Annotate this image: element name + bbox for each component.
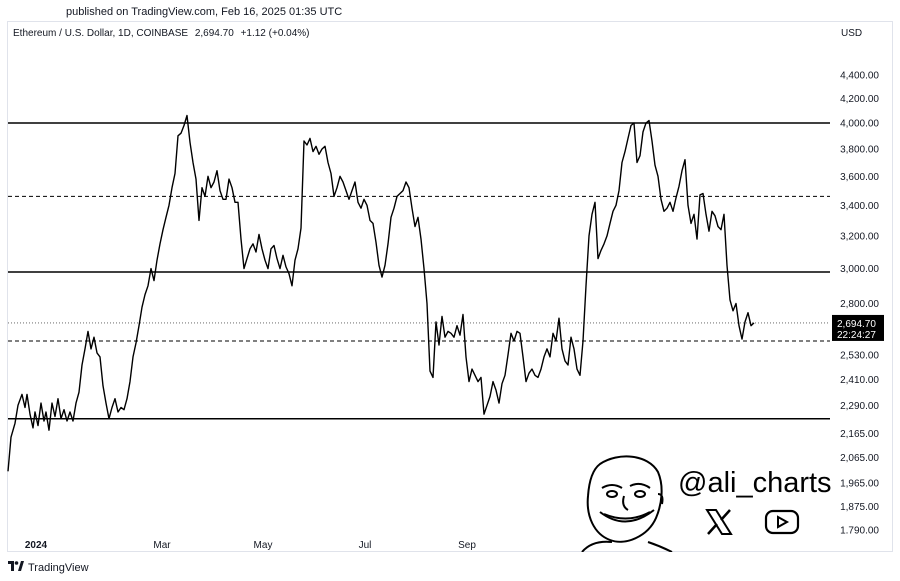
eth-price-series [7,114,755,472]
y-tick-label: 1,965.00 [840,478,879,489]
x-tick-label: Mar [153,540,171,551]
youtube-icon [764,509,800,535]
published-note: published on TradingView.com, Feb 16, 20… [66,6,343,18]
x-tick-label: Sep [458,540,476,551]
current-price-tag: 2,694.70 22:24:27 [832,314,884,341]
y-tick-label: 4,400.00 [840,70,879,81]
y-tick-label: 2,065.00 [840,453,879,464]
y-tick-label: 3,800.00 [840,144,879,155]
y-tick-label: 1,875.00 [840,502,879,513]
y-tick-label: 2,800.00 [840,299,879,310]
y-tick-label: 3,200.00 [840,231,879,242]
y-tick-label: 2,530.00 [840,350,879,361]
price-axis: 4,400.00 4,200.00 4,000.00 3,800.00 3,600.00… [840,70,879,536]
price-change: +1.12 (+0.04%) [240,28,310,39]
symbol-legend: Ethereum / U.S. Dollar, 1D, COINBASE 2,6… [13,28,314,39]
price-tag-box [832,314,884,341]
horizontal-levels [8,122,830,420]
x-logo-icon [705,509,733,535]
footer: TradingView [8,561,89,574]
y-tick-label: 3,400.00 [840,201,879,212]
cartoon-face-icon [581,455,673,552]
y-tick-label: 2,410.00 [840,375,879,386]
footer-brand: TradingView [28,561,89,574]
symbol-name: Ethereum / U.S. Dollar, 1D, COINBASE [13,28,189,39]
watermark-handle: @ali_charts [678,467,832,499]
y-tick-label: 2,290.00 [840,401,879,412]
y-tick-label: 4,200.00 [840,94,879,105]
chart-frame [7,21,893,552]
tradingview-logo-icon [8,561,24,574]
currency-label[interactable]: USD [841,28,863,39]
price-tag-countdown: 22:24:27 [837,330,876,341]
time-axis: 2024 Mar May Jul Sep [25,540,476,551]
price-tag-value: 2,694.70 [837,319,876,330]
y-tick-label: 2,165.00 [840,429,879,440]
ali-charts-watermark [581,455,673,552]
social-icons [704,508,800,536]
y-tick-label: 1.790.00 [840,525,879,536]
x-tick-label: May [254,540,273,551]
y-tick-label: 3,000.00 [840,264,879,275]
x-tick-label: Jul [359,540,372,551]
last-price: 2,694.70 [194,28,234,39]
y-tick-label: 4,000.00 [840,119,879,130]
x-tick-label: 2024 [25,540,48,551]
y-tick-label: 3,600.00 [840,172,879,183]
